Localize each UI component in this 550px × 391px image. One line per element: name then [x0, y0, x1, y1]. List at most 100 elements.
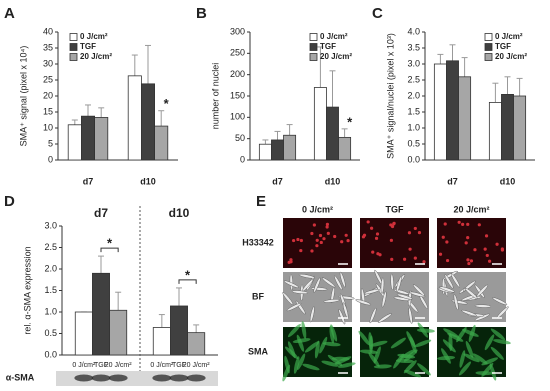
y-tick-label: 2.0	[44, 263, 57, 273]
y-tick-label: 0	[48, 154, 53, 164]
y-tick-label: 0.5	[407, 138, 420, 148]
bar	[258, 143, 272, 161]
cell	[396, 293, 413, 300]
cell	[408, 307, 413, 324]
significance-bracket	[178, 279, 197, 284]
nucleus	[417, 231, 422, 235]
cell	[334, 275, 343, 291]
nucleus	[378, 253, 382, 257]
row-label: BF	[252, 291, 264, 301]
panel-label: C	[372, 5, 383, 22]
blot-band	[186, 374, 206, 382]
nucleus	[407, 231, 412, 235]
y-tick-label: 100	[230, 112, 245, 122]
bar-label: TGF	[172, 362, 186, 369]
bar	[313, 87, 327, 161]
y-axis-title: rel. α-SMA expression	[22, 246, 32, 334]
nucleus	[340, 240, 344, 244]
bar-label: 0 J/cm²	[72, 362, 96, 369]
cell	[465, 341, 474, 358]
y-tick-label: 1.0	[44, 306, 57, 316]
cell	[309, 306, 315, 323]
cell	[476, 284, 489, 297]
y-tick-label: 3.0	[407, 58, 420, 68]
cell	[417, 363, 431, 376]
micrograph	[283, 218, 352, 268]
nucleus	[473, 248, 477, 252]
nucleus	[466, 258, 470, 262]
cell	[458, 361, 472, 376]
cell	[358, 330, 370, 346]
cell	[373, 364, 392, 369]
cell	[481, 357, 499, 366]
significance-mark: *	[164, 96, 170, 111]
nucleus	[469, 259, 474, 263]
legend-label: 0 J/cm²	[495, 32, 523, 41]
column-label: 20 J/cm²	[453, 204, 489, 214]
bar	[513, 95, 527, 161]
nucleus	[466, 222, 470, 226]
bar	[326, 106, 339, 161]
cell	[323, 299, 340, 303]
legend-label: 0 J/cm²	[320, 32, 348, 41]
bar-label: 20 J/cm²	[183, 362, 211, 369]
nucleus	[390, 224, 395, 229]
blot-band	[108, 374, 128, 382]
nucleus	[299, 238, 303, 243]
bar	[187, 332, 206, 356]
bar-label: 0 J/cm²	[150, 362, 174, 369]
nucleus	[333, 234, 337, 239]
y-tick-label: 3.5	[407, 42, 420, 52]
cell	[417, 322, 429, 338]
cell	[293, 356, 300, 374]
cell	[291, 290, 309, 294]
cell	[463, 353, 480, 363]
cell	[380, 277, 385, 294]
cell	[314, 340, 320, 359]
cell	[377, 313, 392, 323]
nucleus	[443, 222, 447, 226]
cell	[484, 334, 495, 351]
x-tick-label: d10	[140, 176, 156, 186]
cell	[359, 349, 378, 354]
bar	[154, 125, 169, 161]
cell	[441, 278, 446, 295]
x-tick-label: d10	[325, 176, 341, 186]
cell	[304, 341, 320, 353]
y-tick-label: 0.0	[44, 349, 57, 359]
legend-swatch	[69, 43, 78, 51]
legend-label: TGF	[80, 42, 96, 51]
nucleus	[466, 235, 470, 240]
cell	[414, 339, 432, 348]
cell	[404, 369, 422, 378]
nucleus	[483, 247, 487, 251]
x-tick-label: d7	[272, 176, 283, 186]
cell	[459, 350, 466, 368]
nucleus	[326, 231, 330, 235]
legend-label: TGF	[495, 42, 511, 51]
nucleus	[361, 235, 366, 239]
bar	[458, 76, 472, 161]
cell	[319, 336, 328, 354]
nucleus	[389, 238, 393, 242]
nucleus	[366, 220, 370, 224]
x-tick-label: d7	[447, 176, 458, 186]
micrograph	[360, 218, 429, 268]
y-tick-label: 50	[235, 133, 245, 143]
y-tick-label: 1.5	[407, 106, 420, 116]
cell	[461, 309, 477, 317]
legend-swatch	[309, 43, 318, 51]
legend-label: TGF	[320, 42, 336, 51]
cell	[339, 271, 346, 288]
nucleus	[441, 235, 445, 239]
cell	[381, 291, 387, 308]
nucleus	[315, 238, 319, 242]
bar	[94, 117, 109, 161]
cell	[439, 286, 455, 293]
bar	[81, 115, 96, 161]
panel-label: D	[4, 193, 15, 210]
cell	[286, 303, 302, 312]
nucleus	[292, 238, 296, 243]
nucleus	[318, 233, 323, 238]
bar	[283, 134, 297, 161]
